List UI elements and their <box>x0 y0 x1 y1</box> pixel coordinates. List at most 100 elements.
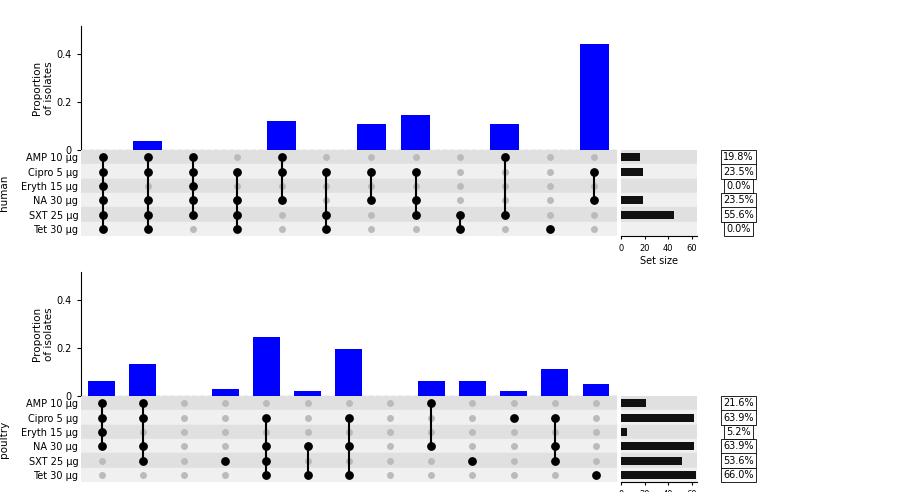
Point <box>140 196 155 204</box>
Point <box>465 414 480 422</box>
Bar <box>81 439 617 454</box>
Point <box>259 428 274 436</box>
Point <box>259 457 274 464</box>
Point <box>230 211 245 218</box>
Point <box>320 168 334 176</box>
Bar <box>212 389 239 396</box>
Point <box>424 442 438 450</box>
Point <box>424 400 438 407</box>
Point <box>140 182 155 190</box>
Point <box>301 442 315 450</box>
Point <box>543 211 557 218</box>
Y-axis label: Proportion
of isolates: Proportion of isolates <box>32 61 54 115</box>
Point <box>547 442 562 450</box>
Point <box>547 457 562 464</box>
Point <box>409 168 423 176</box>
Point <box>543 225 557 233</box>
Point <box>543 182 557 190</box>
Bar <box>621 179 698 193</box>
Point <box>364 211 378 218</box>
Bar <box>621 468 698 482</box>
Bar <box>88 381 115 396</box>
Bar <box>81 410 617 425</box>
Point <box>218 471 232 479</box>
Point <box>218 414 232 422</box>
Point <box>96 211 111 218</box>
Point <box>382 471 397 479</box>
Point <box>424 471 438 479</box>
Point <box>364 168 378 176</box>
Point <box>274 196 289 204</box>
Point <box>301 457 315 464</box>
Point <box>587 182 601 190</box>
Point <box>96 182 111 190</box>
Point <box>274 225 289 233</box>
Point <box>96 225 111 233</box>
Point <box>94 457 109 464</box>
Point <box>185 211 200 218</box>
Point <box>185 225 200 233</box>
Bar <box>133 141 162 150</box>
Point <box>507 400 521 407</box>
Bar <box>621 396 698 410</box>
Point <box>453 196 467 204</box>
Point <box>465 457 480 464</box>
Bar <box>541 369 568 396</box>
Point <box>176 414 191 422</box>
Bar <box>621 428 627 436</box>
Point <box>96 154 111 161</box>
Point <box>94 414 109 422</box>
Point <box>320 154 334 161</box>
Bar <box>621 150 698 164</box>
Point <box>218 442 232 450</box>
Point <box>589 442 603 450</box>
Point <box>230 154 245 161</box>
Point <box>230 196 245 204</box>
Bar <box>621 154 640 161</box>
Text: AMR:
human: AMR: human <box>0 175 9 212</box>
Point <box>543 196 557 204</box>
Bar <box>81 468 617 482</box>
Point <box>136 471 150 479</box>
Text: AMR:
poultry: AMR: poultry <box>0 421 9 458</box>
Point <box>589 414 603 422</box>
Bar <box>253 337 280 396</box>
Bar <box>621 211 674 218</box>
Point <box>589 428 603 436</box>
Point <box>185 196 200 204</box>
Point <box>259 414 274 422</box>
Bar <box>81 425 617 439</box>
Point <box>453 211 467 218</box>
Bar <box>621 471 697 479</box>
Point <box>274 154 289 161</box>
Point <box>301 471 315 479</box>
Bar <box>294 391 321 396</box>
Point <box>320 211 334 218</box>
Point <box>589 400 603 407</box>
Text: 5.2%: 5.2% <box>726 427 751 437</box>
Point <box>218 457 232 464</box>
Point <box>498 182 512 190</box>
Bar <box>621 193 698 208</box>
Bar <box>336 349 362 396</box>
Point <box>96 168 111 176</box>
Point <box>185 154 200 161</box>
Point <box>218 400 232 407</box>
Point <box>547 400 562 407</box>
Point <box>587 168 601 176</box>
Point <box>342 414 356 422</box>
Point <box>140 225 155 233</box>
Bar <box>356 123 385 150</box>
Point <box>230 168 245 176</box>
Point <box>424 428 438 436</box>
Point <box>140 211 155 218</box>
Text: 19.8%: 19.8% <box>724 153 753 162</box>
Text: 23.5%: 23.5% <box>723 195 754 205</box>
Point <box>274 182 289 190</box>
Point <box>301 414 315 422</box>
Point <box>453 225 467 233</box>
Bar <box>582 384 609 396</box>
Point <box>498 196 512 204</box>
Point <box>96 196 111 204</box>
Bar <box>401 115 430 150</box>
